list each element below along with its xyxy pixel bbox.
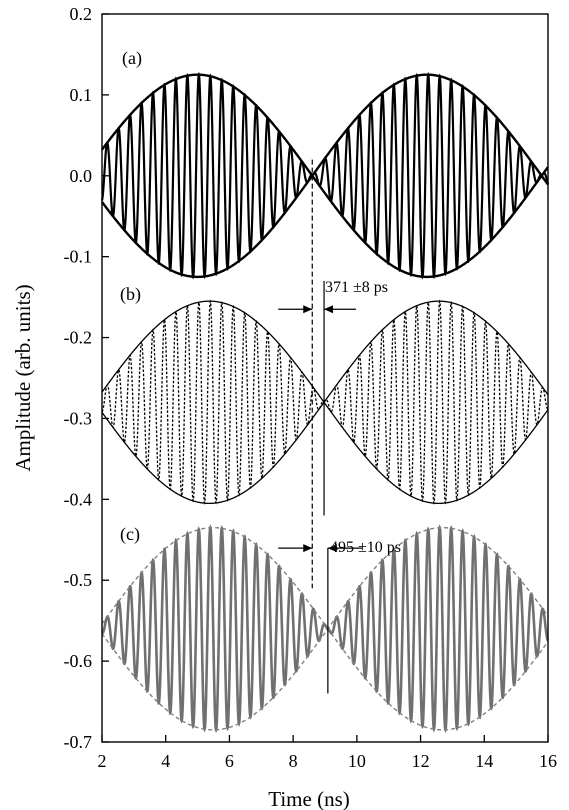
x-tick-label-8: 8 [289, 751, 298, 771]
annotation-371ps: 371 ±8 ps [325, 279, 388, 296]
upper-envelope-c [101, 526, 549, 630]
upper-envelope-a [101, 73, 549, 178]
arrow-495-right-head [327, 544, 337, 553]
signal-trace-a [100, 71, 550, 280]
signal-trace-b [101, 299, 549, 505]
y-tick-label--0.3: -0.3 [64, 408, 93, 428]
y-tick-label--0.7: -0.7 [64, 732, 93, 752]
x-tick-label-4: 4 [161, 751, 170, 771]
upper-envelope-b [101, 300, 549, 403]
y-tick-label-0.2: 0.2 [70, 4, 93, 24]
arrow-495-left [278, 544, 313, 553]
plot-frame [101, 13, 549, 743]
lower-envelope-b [101, 402, 549, 505]
panel-labels: (a) (b) (c) [120, 48, 142, 545]
y-tick-label--0.2: -0.2 [64, 328, 93, 348]
lower-envelope-c [101, 628, 549, 731]
x-tick-label-12: 12 [412, 751, 430, 771]
x-tick-label-16: 16 [539, 751, 557, 771]
y-tick-label--0.4: -0.4 [64, 489, 93, 509]
plot-layer [100, 71, 550, 734]
y-axis-title: Amplitude (arb. units) [11, 284, 35, 471]
arrow-371-left [278, 305, 313, 314]
x-tick-label-2: 2 [98, 751, 107, 771]
y-tick-label-0.0: 0.0 [70, 166, 93, 186]
annotation-495ps: 495 ±10 ps [330, 539, 401, 556]
panel-label-a: (a) [122, 48, 142, 69]
y-tick-label--0.6: -0.6 [64, 651, 93, 671]
axes-layer: 2 4 6 8 10 12 14 16 0.2 0.1 0.0 -0.1 -0.2 -0.3 -0.4 -0.… [64, 4, 558, 771]
arrow-371-right [324, 305, 357, 314]
x-tick-label-10: 10 [348, 751, 366, 771]
x-axis-title: Time (ns) [268, 787, 350, 810]
y-tick-label--0.5: -0.5 [64, 570, 93, 590]
x-tick-label-6: 6 [225, 751, 234, 771]
annotations: 371 ±8 ps 495 ±10 ps [325, 279, 401, 556]
lower-envelope-a [101, 173, 549, 279]
panel-label-b: (b) [120, 284, 141, 305]
y-tick-label--0.1: -0.1 [64, 247, 93, 267]
arrow-495-right [327, 544, 362, 553]
x-tick-label-14: 14 [475, 751, 493, 771]
arrow-371-right-head [324, 305, 334, 314]
signal-trace-c [101, 524, 550, 734]
y-tick-label-0.1: 0.1 [70, 85, 93, 105]
panel-label-c: (c) [120, 524, 140, 545]
arrow-495-left-head [303, 544, 313, 553]
arrow-371-left-head [303, 305, 313, 314]
